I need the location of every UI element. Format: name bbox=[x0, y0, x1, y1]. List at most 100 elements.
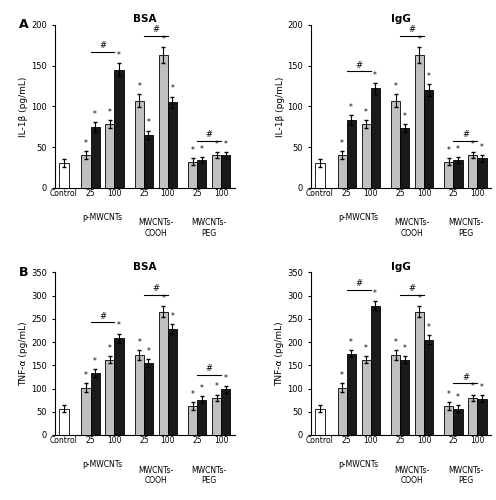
Bar bbox=[424, 340, 433, 435]
Text: *: * bbox=[93, 357, 97, 366]
Text: *: * bbox=[364, 344, 368, 352]
Text: *: * bbox=[146, 118, 150, 128]
Text: MWCNTs-
COOH: MWCNTs- COOH bbox=[394, 218, 430, 238]
Text: *: * bbox=[200, 144, 204, 154]
Text: #: # bbox=[99, 41, 106, 50]
Text: #: # bbox=[355, 60, 362, 70]
Text: MWCNTs-
COOH: MWCNTs- COOH bbox=[394, 466, 430, 485]
Bar bbox=[371, 306, 379, 435]
Text: *: * bbox=[447, 146, 451, 155]
Text: *: * bbox=[349, 103, 353, 112]
Title: IgG: IgG bbox=[391, 262, 411, 272]
Text: #: # bbox=[152, 25, 159, 34]
Bar bbox=[415, 55, 424, 188]
Bar bbox=[444, 406, 453, 435]
Text: *: * bbox=[418, 294, 422, 303]
Bar bbox=[135, 355, 144, 435]
Bar bbox=[159, 312, 168, 435]
Bar bbox=[188, 162, 197, 188]
Text: *: * bbox=[224, 374, 228, 383]
Bar bbox=[453, 408, 463, 435]
Text: #: # bbox=[462, 372, 469, 382]
Text: *: * bbox=[340, 370, 344, 380]
Text: #: # bbox=[152, 284, 159, 293]
Text: *: * bbox=[108, 344, 112, 352]
Bar bbox=[453, 160, 463, 188]
Text: #: # bbox=[462, 130, 469, 139]
Y-axis label: IL-1β (pg/mL): IL-1β (pg/mL) bbox=[275, 76, 285, 136]
Text: *: * bbox=[84, 139, 88, 148]
Bar bbox=[81, 388, 90, 435]
Text: *: * bbox=[215, 140, 219, 148]
Bar bbox=[347, 120, 356, 188]
Text: *: * bbox=[171, 84, 175, 94]
Bar bbox=[424, 90, 433, 188]
Bar bbox=[338, 155, 347, 188]
Text: *: * bbox=[373, 289, 377, 298]
Text: p-MWCNTs: p-MWCNTs bbox=[339, 212, 378, 222]
Text: *: * bbox=[394, 82, 397, 91]
Bar bbox=[221, 155, 230, 188]
Bar bbox=[400, 360, 409, 435]
Bar bbox=[197, 400, 206, 435]
Bar bbox=[197, 160, 206, 188]
Bar bbox=[90, 126, 100, 188]
Text: *: * bbox=[456, 144, 460, 154]
Text: #: # bbox=[409, 25, 416, 34]
Text: *: * bbox=[471, 140, 475, 148]
Text: *: * bbox=[137, 338, 141, 347]
Bar bbox=[212, 398, 221, 435]
Text: A: A bbox=[18, 18, 28, 32]
Text: *: * bbox=[191, 146, 195, 155]
Text: *: * bbox=[403, 112, 407, 121]
Text: *: * bbox=[403, 344, 407, 352]
Text: *: * bbox=[108, 108, 112, 117]
Bar bbox=[415, 312, 424, 435]
Text: *: * bbox=[447, 390, 451, 399]
Bar bbox=[338, 388, 347, 435]
Bar bbox=[159, 55, 168, 188]
Text: MWCNTs-
PEG: MWCNTs- PEG bbox=[448, 466, 483, 485]
Text: #: # bbox=[99, 312, 106, 320]
Bar bbox=[371, 88, 379, 188]
Text: *: * bbox=[340, 139, 344, 148]
Text: *: * bbox=[480, 143, 484, 152]
Bar bbox=[59, 164, 68, 188]
Text: *: * bbox=[418, 34, 422, 43]
Text: *: * bbox=[200, 384, 204, 393]
Bar bbox=[144, 135, 153, 188]
Bar bbox=[81, 155, 90, 188]
Bar bbox=[105, 124, 115, 188]
Bar bbox=[221, 390, 230, 435]
Text: *: * bbox=[191, 390, 195, 399]
Text: *: * bbox=[480, 383, 484, 392]
Text: *: * bbox=[171, 312, 175, 321]
Title: BSA: BSA bbox=[133, 262, 157, 272]
Text: p-MWCNTs: p-MWCNTs bbox=[339, 460, 378, 469]
Text: *: * bbox=[349, 338, 353, 346]
Text: B: B bbox=[18, 266, 28, 279]
Text: *: * bbox=[93, 110, 97, 118]
Text: *: * bbox=[373, 70, 377, 80]
Text: *: * bbox=[146, 347, 150, 356]
Text: *: * bbox=[161, 34, 165, 43]
Text: #: # bbox=[355, 279, 362, 288]
Bar bbox=[362, 360, 371, 435]
Bar bbox=[135, 100, 144, 188]
Bar bbox=[391, 100, 400, 188]
Text: MWCNTs-
PEG: MWCNTs- PEG bbox=[192, 466, 227, 485]
Text: MWCNTs-
PEG: MWCNTs- PEG bbox=[192, 218, 227, 238]
Bar bbox=[468, 155, 478, 188]
Text: *: * bbox=[215, 382, 219, 392]
Text: MWCNTs-
PEG: MWCNTs- PEG bbox=[448, 218, 483, 238]
Bar bbox=[347, 354, 356, 435]
Bar bbox=[115, 338, 124, 435]
Bar bbox=[212, 155, 221, 188]
Text: *: * bbox=[456, 393, 460, 402]
Bar bbox=[59, 408, 68, 435]
Title: BSA: BSA bbox=[133, 14, 157, 24]
Text: p-MWCNTs: p-MWCNTs bbox=[82, 460, 123, 469]
Text: *: * bbox=[137, 82, 141, 91]
Text: #: # bbox=[206, 364, 213, 373]
Text: *: * bbox=[161, 294, 165, 303]
